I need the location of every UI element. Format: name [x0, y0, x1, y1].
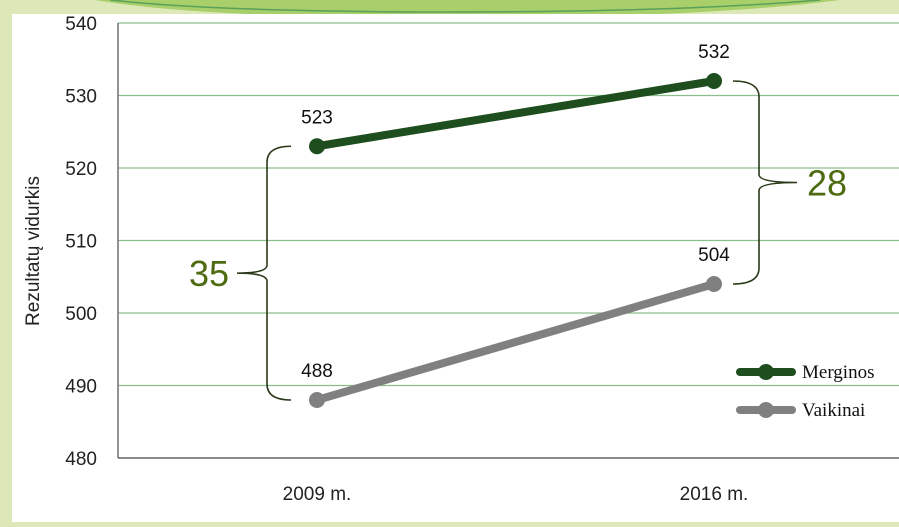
y-tick-labels: 480 490 500 510 520 530 540 — [65, 14, 97, 470]
top-accent-line — [109, 0, 821, 13]
x-tick-label: 2016 m. — [680, 484, 749, 505]
x-tick-labels: 2009 m. 2016 m. — [283, 484, 749, 505]
series-line-merginos — [313, 77, 718, 151]
difference-annotations: 35 28 — [189, 80, 847, 401]
data-point — [309, 392, 325, 408]
gridlines — [117, 22, 899, 459]
data-point — [706, 73, 722, 89]
y-tick-label: 530 — [65, 87, 97, 108]
x-tick-label: 2009 m. — [283, 484, 352, 505]
legend: Merginos Vaikinai — [736, 362, 874, 421]
y-axis-label: Rezultatų vidurkis — [23, 176, 44, 326]
difference-label: 35 — [189, 253, 229, 294]
data-label: 488 — [301, 361, 333, 382]
legend-swatch-marker — [758, 402, 774, 418]
difference-bracket — [236, 145, 292, 401]
data-label: 504 — [698, 245, 730, 266]
data-point — [309, 138, 325, 155]
difference-bracket — [732, 80, 798, 285]
data-point — [706, 276, 722, 292]
y-tick-label: 480 — [65, 449, 97, 470]
data-series: 523 532 488 504 — [301, 42, 730, 408]
legend-label: Vaikinai — [802, 400, 865, 421]
y-tick-label: 500 — [65, 304, 97, 325]
difference-label: 28 — [807, 163, 847, 204]
data-label: 523 — [301, 107, 333, 128]
data-label: 532 — [698, 42, 730, 63]
y-tick-label: 540 — [65, 14, 97, 35]
legend-label: Merginos — [802, 362, 874, 383]
y-tick-label: 520 — [65, 159, 97, 180]
series-line-vaikinai — [313, 280, 718, 404]
y-tick-label: 510 — [65, 232, 97, 253]
legend-swatch-marker — [758, 364, 774, 380]
top-accent-decoration — [95, 0, 840, 18]
y-tick-label: 490 — [65, 377, 97, 398]
chart-background — [12, 14, 899, 522]
